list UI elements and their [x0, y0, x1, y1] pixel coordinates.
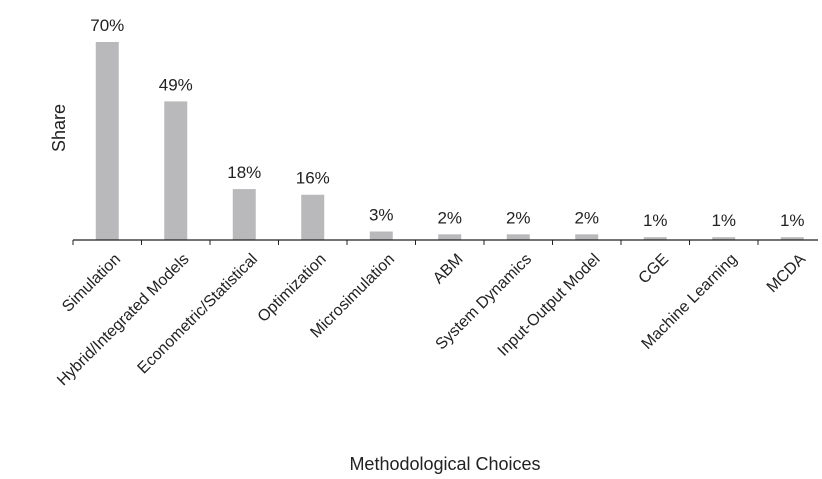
data-label-8: 2% [574, 208, 599, 227]
x-tick-label-4: Optimization [255, 251, 330, 326]
data-label-2: 49% [159, 75, 193, 94]
bar-9 [643, 237, 667, 240]
data-label-6: 2% [437, 208, 462, 227]
data-label-9: 1% [643, 211, 668, 230]
data-labels-layer: 70% 49% 18% 16% 3% 2% 2% 2% 1% 1% 1% [90, 16, 804, 230]
data-label-7: 2% [506, 208, 531, 227]
bar-10 [712, 237, 736, 240]
bars-layer [95, 42, 804, 241]
data-label-3: 18% [227, 163, 261, 182]
bar-4 [301, 194, 325, 240]
y-axis-title: Share [49, 104, 69, 152]
bar-5 [369, 231, 393, 240]
data-label-5: 3% [369, 206, 394, 225]
data-label-10: 1% [711, 211, 736, 230]
bar-1 [95, 42, 119, 240]
x-tick-label-3: Econometric/Statistical [135, 251, 261, 377]
x-tick-label-2: Hybrid/Integrated Models [54, 251, 192, 389]
bar-2 [164, 101, 188, 241]
x-tick-label-9: CGE [636, 251, 673, 288]
bar-7 [506, 234, 530, 240]
x-axis-title: Methodological Choices [349, 454, 540, 474]
data-label-11: 1% [780, 211, 805, 230]
x-tick-label-1: Simulation [59, 251, 124, 316]
bar-6 [438, 234, 462, 240]
x-ticks-layer [72, 240, 759, 245]
x-tick-label-11: MCDA [764, 251, 810, 297]
bar-3 [232, 189, 256, 240]
bar-11 [780, 237, 804, 240]
data-label-1: 70% [90, 16, 124, 35]
bar-8 [575, 234, 599, 240]
data-label-4: 16% [296, 169, 330, 188]
x-tick-label-6: ABM [430, 251, 467, 288]
